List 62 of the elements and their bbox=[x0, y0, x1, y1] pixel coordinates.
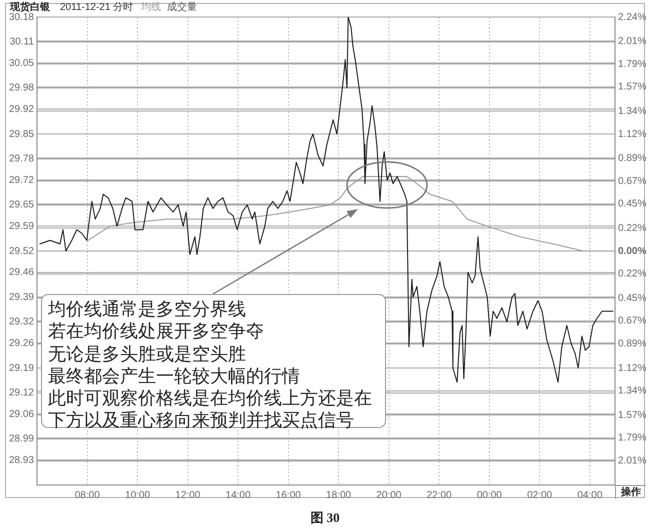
y-tick-label: 28.99 bbox=[8, 434, 34, 445]
annotation: 均价线通常是多空分界线 bbox=[48, 298, 247, 320]
text: 成交量 bbox=[167, 2, 198, 14]
y2-tick-label: 0.45% bbox=[618, 292, 646, 304]
x-tick-label: 18:00 bbox=[326, 490, 352, 501]
y2-tick-label: 2.24% bbox=[618, 12, 646, 23]
x-tick-label: 16:00 bbox=[276, 490, 302, 501]
y2-tick-label: 0.67% bbox=[618, 176, 646, 187]
chart-subtitle: 2011-12-21 分时 bbox=[60, 2, 134, 14]
y-tick-label: 28.93 bbox=[8, 454, 34, 466]
x-tick-label: 02:00 bbox=[527, 490, 553, 501]
y-tick-label: 29.78 bbox=[8, 154, 34, 165]
y-tick-label: 29.19 bbox=[8, 362, 34, 374]
y-tick-label: 29.85 bbox=[8, 128, 34, 140]
y2-tick-label: 1.57% bbox=[618, 410, 646, 421]
text: 均线 bbox=[141, 2, 162, 14]
y-tick-label: 30.05 bbox=[8, 58, 34, 69]
y-tick-label: 29.65 bbox=[8, 200, 34, 211]
x-tick-label: 10:00 bbox=[125, 490, 150, 501]
y-tick-label: 29.26 bbox=[8, 338, 34, 349]
y2-tick-label: 0.00% bbox=[618, 246, 646, 257]
annotation: 无论是多头胜或是空头胜 bbox=[48, 342, 247, 365]
y2-tick-label: 1.79% bbox=[618, 58, 646, 70]
y2-tick-label: 2.01% bbox=[618, 36, 646, 47]
y2-tick-label: 0.45% bbox=[618, 198, 646, 210]
x-tick-label: 14:00 bbox=[226, 490, 251, 501]
y-tick-label: 29.06 bbox=[8, 408, 34, 420]
y2-tick-label: 0.89% bbox=[618, 152, 646, 164]
y-tick-label: 29.98 bbox=[8, 82, 34, 94]
y-tick-label: 29.46 bbox=[8, 267, 34, 278]
y-tick-label: 30.18 bbox=[8, 12, 34, 23]
y-tick-label: 29.12 bbox=[8, 388, 34, 399]
text: 操作 bbox=[615, 485, 646, 499]
annotation: 此时可观察价格线是在均价线上方还是在下方以及重心移向来预判并找买点信号 bbox=[48, 387, 373, 432]
y-tick-label: 30.11 bbox=[10, 36, 34, 48]
x-tick-label: 12:00 bbox=[175, 490, 201, 501]
y-tick-label: 29.32 bbox=[8, 316, 34, 328]
x-tick-label: 22:00 bbox=[426, 490, 452, 501]
y-tick-label: 29.59 bbox=[8, 220, 34, 232]
chart-title: 现货白银 bbox=[10, 2, 50, 13]
y2-tick-label: 1.34% bbox=[618, 106, 646, 117]
y2-tick-label: 0.67% bbox=[618, 316, 646, 327]
y2-tick-label: 2.01% bbox=[618, 456, 646, 467]
y2-tick-label: 1.34% bbox=[618, 386, 646, 397]
annotation: 若在均价线处展开多空争夺 bbox=[48, 320, 265, 343]
x-tick-label: 08:00 bbox=[74, 490, 100, 501]
x-tick-label: 00:00 bbox=[476, 490, 502, 501]
x-tick-label: 04:00 bbox=[577, 490, 603, 501]
x-tick-label: 20:00 bbox=[376, 490, 402, 501]
y-tick-label: 29.92 bbox=[8, 104, 34, 115]
y2-tick-label: 1.12% bbox=[618, 128, 646, 140]
annotation: 最终都会产生一轮较大幅的行情 bbox=[48, 364, 301, 388]
y-tick-label: 29.39 bbox=[8, 292, 34, 303]
y2-tick-label: 0.22% bbox=[618, 222, 646, 234]
y2-tick-label: 0.89% bbox=[618, 338, 646, 350]
y2-tick-label: 1.57% bbox=[618, 82, 646, 93]
y-tick-label: 29.52 bbox=[8, 246, 34, 257]
caption: 图 30 bbox=[309, 509, 341, 527]
y2-tick-label: 1.12% bbox=[618, 362, 646, 374]
y-tick-label: 29.72 bbox=[8, 174, 34, 186]
y2-tick-label: 0.22% bbox=[618, 268, 646, 280]
y2-tick-label: 1.79% bbox=[618, 432, 646, 444]
